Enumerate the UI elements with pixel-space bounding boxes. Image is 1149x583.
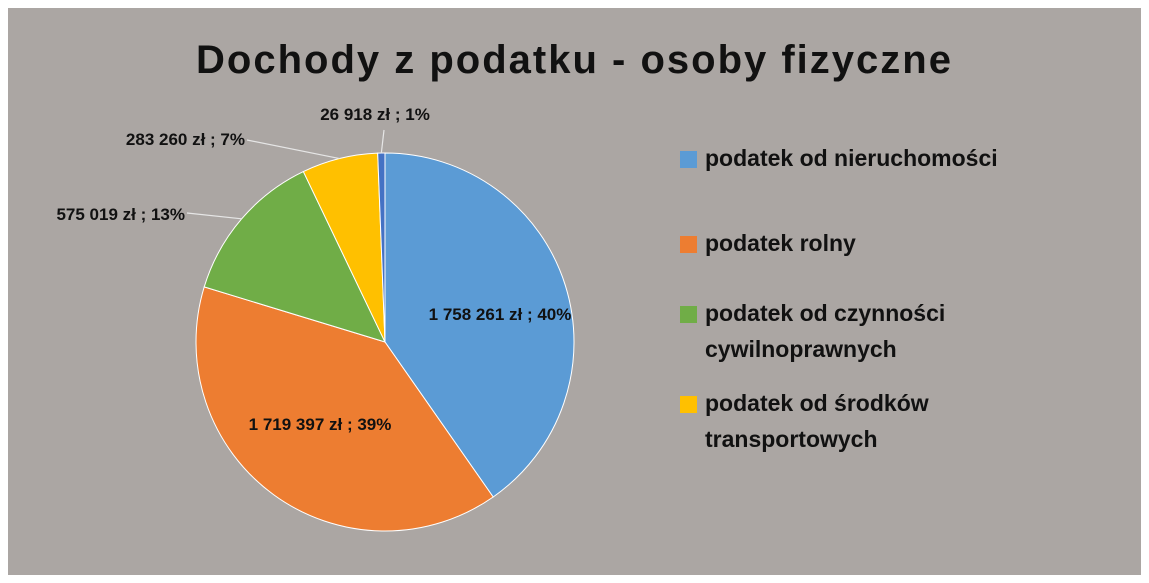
legend-entry: podatek od czynności cywilnoprawnych	[680, 295, 1100, 367]
data-label: 26 918 zł ; 1%	[320, 105, 430, 124]
legend-entry: podatek rolny	[680, 225, 1100, 261]
legend-entry: podatek od nieruchomości	[680, 140, 1100, 176]
chart-title: Dochody z podatku - osoby fizyczne	[196, 38, 953, 82]
legend-swatch	[680, 151, 697, 168]
pie-slice	[384, 152, 575, 498]
chart-background	[8, 8, 1141, 575]
pie-slice	[195, 286, 494, 532]
legend-swatch	[680, 396, 697, 413]
legend-entry: podatek od środków transportowych	[680, 385, 1100, 457]
leader-line	[246, 139, 340, 160]
leader-line	[380, 129, 385, 154]
data-label: 283 260 zł ; 7%	[125, 130, 245, 149]
data-label: 1 758 261 zł ; 40%	[428, 305, 572, 324]
legend-swatch	[680, 236, 697, 253]
data-label: 1 719 397 zł ; 39%	[248, 415, 392, 434]
data-label: 575 019 zł ; 13%	[56, 205, 185, 224]
leader-line	[186, 212, 242, 220]
legend-swatch	[680, 306, 697, 323]
